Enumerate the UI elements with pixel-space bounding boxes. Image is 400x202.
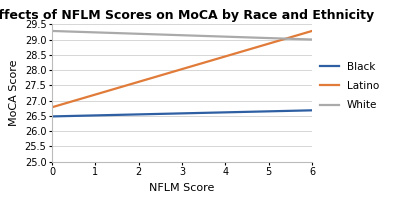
Y-axis label: MoCA Score: MoCA Score: [9, 60, 19, 126]
Title: Effects of NFLM Scores on MoCA by Race and Ethnicity: Effects of NFLM Scores on MoCA by Race a…: [0, 9, 374, 22]
Legend: Black, Latino, White: Black, Latino, White: [320, 62, 379, 110]
X-axis label: NFLM Score: NFLM Score: [149, 183, 215, 193]
